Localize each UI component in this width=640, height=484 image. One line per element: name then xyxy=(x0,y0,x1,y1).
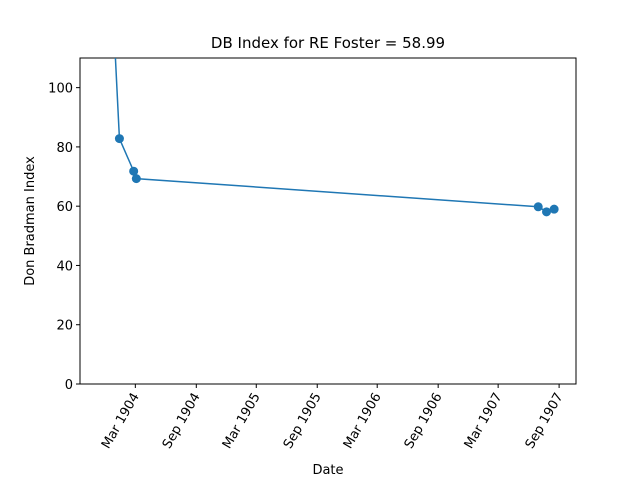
y-tick-label: 60 xyxy=(56,200,73,215)
x-tick-label: Sep 1904 xyxy=(160,391,204,452)
y-tick-label: 0 xyxy=(65,378,73,393)
point xyxy=(549,204,559,214)
x-tick-label: Sep 1906 xyxy=(402,391,446,452)
point xyxy=(533,202,543,212)
y-axis-label: Don Bradman Index xyxy=(23,156,38,286)
plot-frame xyxy=(79,57,577,385)
x-tick-label: Sep 1907 xyxy=(523,391,567,452)
y-tick-label: 80 xyxy=(56,141,73,156)
chart-title: DB Index for RE Foster = 58.99 xyxy=(211,34,445,52)
y-tick-label: 20 xyxy=(56,319,73,334)
x-tick-label: Mar 1906 xyxy=(341,391,385,452)
y-tick-label: 100 xyxy=(48,82,73,97)
point xyxy=(542,207,552,217)
x-tick-label: Mar 1907 xyxy=(462,391,506,452)
line xyxy=(114,58,555,213)
x-tick-label: Sep 1905 xyxy=(281,391,325,452)
point xyxy=(108,0,117,3)
point xyxy=(129,166,139,176)
point xyxy=(114,134,124,144)
plot-area xyxy=(108,0,559,217)
x-axis-label: Date xyxy=(312,463,343,478)
point xyxy=(131,174,141,184)
x-tick-label: Mar 1905 xyxy=(220,391,264,452)
x-tick-label: Mar 1904 xyxy=(99,391,143,452)
y-tick-label: 40 xyxy=(56,259,73,274)
